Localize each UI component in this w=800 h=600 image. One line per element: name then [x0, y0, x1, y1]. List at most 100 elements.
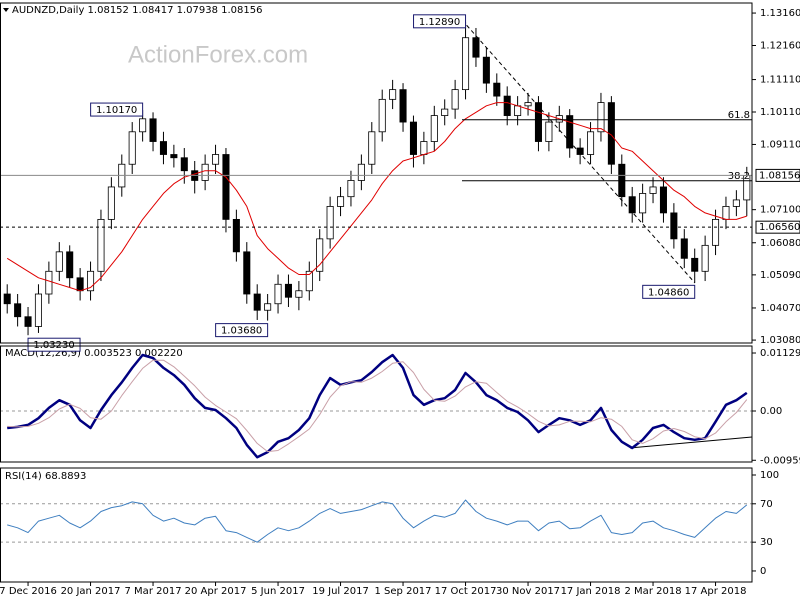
- candle-body: [389, 89, 397, 100]
- y-tick-label: 1.10110: [760, 107, 800, 118]
- candle-body: [3, 293, 11, 305]
- candle-body: [659, 186, 667, 214]
- candle-body: [180, 157, 188, 172]
- candle-body: [24, 316, 32, 327]
- candle-body: [680, 238, 688, 259]
- candle-body: [66, 251, 74, 279]
- candle-body: [430, 115, 438, 142]
- candle-body: [420, 141, 428, 155]
- candle-body: [305, 270, 313, 292]
- series-line: [6, 102, 747, 292]
- candle-body: [45, 270, 53, 295]
- candle-body: [128, 131, 136, 165]
- candle-body: [597, 102, 605, 133]
- y-tick-label: 30: [760, 537, 773, 548]
- candle-body: [472, 37, 480, 58]
- y-tick-label: 0: [760, 566, 766, 577]
- candle-body: [409, 121, 417, 155]
- candle-body: [55, 251, 63, 272]
- candle-body: [159, 141, 167, 155]
- y-tick-label: 70: [760, 499, 773, 510]
- candle-body: [576, 147, 584, 155]
- candle-body: [357, 163, 365, 181]
- x-tick-label: 19 Jul 2017: [312, 586, 369, 597]
- candle-body: [243, 251, 251, 295]
- candle-body: [316, 238, 324, 272]
- candle-body: [170, 154, 178, 159]
- candle-body: [253, 293, 261, 311]
- candle-body: [368, 131, 376, 165]
- candle-body: [701, 244, 709, 272]
- candle-body: [712, 218, 720, 246]
- candle-body: [107, 186, 115, 220]
- candle-body: [722, 206, 730, 220]
- candle-body: [691, 257, 699, 272]
- candle-body: [274, 283, 282, 305]
- candle-body: [670, 212, 678, 240]
- candle-body: [534, 102, 542, 142]
- candle-body: [524, 102, 532, 107]
- y-tick-label: 1.06080: [760, 238, 800, 249]
- annotation-box: [413, 14, 467, 29]
- series-line: [7, 359, 748, 453]
- candle-body: [566, 115, 574, 149]
- candle-body: [14, 303, 22, 318]
- candle-body: [97, 218, 105, 272]
- candle-body: [378, 98, 386, 133]
- price-label-box: [755, 168, 800, 182]
- y-tick-label: 1.07100: [760, 205, 800, 216]
- x-tick-label: 30 Nov 2017: [496, 586, 560, 597]
- fib-label: 38.2: [728, 171, 750, 182]
- candle-body: [34, 293, 42, 327]
- candle-body: [139, 118, 147, 133]
- rsi-title: RSI(14) 68.8893: [5, 471, 86, 482]
- x-tick-label: 7 Dec 2016: [0, 586, 57, 597]
- candle-body: [451, 89, 459, 110]
- candle-body: [201, 163, 209, 181]
- panel-frame: [0, 467, 753, 583]
- price-label-box: [755, 220, 800, 234]
- y-tick-label: 1.12160: [760, 41, 800, 52]
- candle-body: [212, 154, 220, 165]
- annotation-box: [642, 284, 696, 299]
- y-tick-label: 0.011294: [760, 348, 800, 359]
- x-tick-label: 7 Mar 2017: [125, 586, 182, 597]
- candle-body: [295, 290, 303, 298]
- annotation-box: [215, 323, 269, 338]
- candle-body: [347, 180, 355, 198]
- x-tick-label: 2 Mar 2018: [625, 586, 682, 597]
- candle-body: [732, 199, 740, 207]
- y-tick-label: 1.13160: [760, 8, 800, 19]
- candle-body: [639, 193, 647, 214]
- panel-frame: [0, 2, 753, 344]
- x-tick-label: 20 Jan 2017: [61, 586, 121, 597]
- price-title: AUDNZD,Daily 1.08152 1.08417 1.07938 1.0…: [12, 5, 263, 16]
- y-tick-label: 1.05090: [760, 270, 800, 281]
- y-tick-label: 100: [760, 470, 779, 481]
- annotation-label: 1.04860: [648, 287, 689, 298]
- candle-body: [337, 196, 345, 207]
- y-tick-label: -0.009594: [760, 455, 800, 466]
- y-tick-label: 0.00: [760, 406, 782, 417]
- macd-title: MACD(12,26,9) 0.003523 0.002220: [5, 348, 183, 359]
- x-tick-label: 17 Oct 2017: [435, 586, 497, 597]
- candle-body: [76, 277, 84, 292]
- x-tick-label: 1 Sep 2017: [375, 586, 432, 597]
- y-tick-label: 1.11110: [760, 75, 800, 86]
- fib-label: 61.8: [728, 110, 750, 121]
- y-tick-label: 1.09110: [760, 139, 800, 150]
- annotation-label: 1.03680: [221, 326, 262, 337]
- candle-body: [441, 108, 449, 116]
- x-tick-label: 20 Apr 2017: [185, 586, 247, 597]
- candle-body: [587, 131, 595, 155]
- series-line: [7, 353, 748, 459]
- candle-body: [545, 121, 553, 142]
- x-tick-label: 17 Apr 2018: [685, 586, 747, 597]
- macd-trend-line: [629, 436, 753, 449]
- panel-icon: [3, 8, 9, 12]
- candle-body: [222, 154, 230, 220]
- panel-frame: [0, 345, 753, 463]
